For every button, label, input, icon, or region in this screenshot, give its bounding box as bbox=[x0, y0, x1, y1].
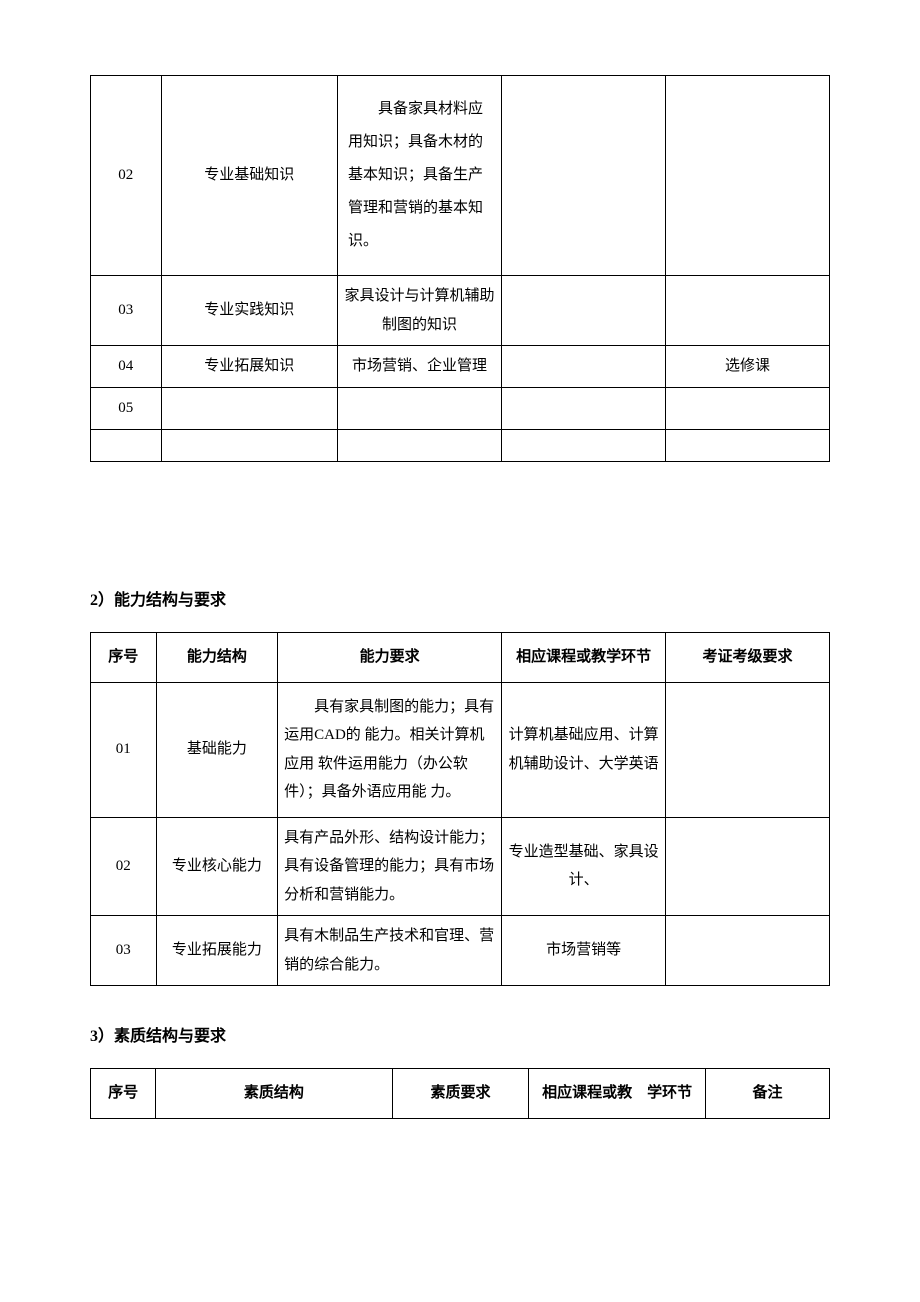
cell-num: 03 bbox=[91, 916, 157, 986]
cell-course bbox=[502, 388, 666, 430]
cell-note bbox=[665, 388, 829, 430]
table-header-row: 序号 能力结构 能力要求 相应课程或教学环节 考证考级要求 bbox=[91, 632, 830, 682]
cell-requirement: 具有产品外形、结构设计能力；具有设备管理的能力；具有市场分析和营销能力。 bbox=[278, 817, 502, 916]
cell-requirement: 具有木制品生产技术和官理、营销的综合能力。 bbox=[278, 916, 502, 986]
table-header-row: 序号 素质结构 素质要求 相应课程或教 学环节 备注 bbox=[91, 1069, 830, 1119]
header-note: 备注 bbox=[705, 1069, 829, 1119]
cell-empty bbox=[502, 429, 666, 461]
cell-desc-text: 具备家具材料应用知识；具备木材的基本知识；具备生产管理和营销的基本知识。 bbox=[348, 93, 491, 258]
quality-structure-table: 序号 素质结构 素质要求 相应课程或教 学环节 备注 bbox=[90, 1068, 830, 1119]
cell-course bbox=[502, 276, 666, 346]
header-structure: 能力结构 bbox=[156, 632, 278, 682]
table-row: 05 bbox=[91, 388, 830, 430]
table-row bbox=[91, 429, 830, 461]
header-course: 相应课程或教 学环节 bbox=[529, 1069, 706, 1119]
cell-note bbox=[665, 276, 829, 346]
header-requirement: 能力要求 bbox=[278, 632, 502, 682]
header-num: 序号 bbox=[91, 1069, 156, 1119]
cell-structure: 专业实践知识 bbox=[161, 276, 337, 346]
cell-num: 02 bbox=[91, 817, 157, 916]
cell-cert bbox=[666, 916, 830, 986]
knowledge-structure-table: 02 专业基础知识 具备家具材料应用知识；具备木材的基本知识；具备生产管理和营销… bbox=[90, 75, 830, 462]
table-row: 01 基础能力 具有家具制图的能力；具有运用CAD的 能力。相关计算机应用 软件… bbox=[91, 682, 830, 817]
header-course: 相应课程或教学环节 bbox=[502, 632, 666, 682]
header-cert: 考证考级要求 bbox=[666, 632, 830, 682]
cell-structure: 基础能力 bbox=[156, 682, 278, 817]
cell-desc bbox=[338, 388, 502, 430]
ability-structure-table: 序号 能力结构 能力要求 相应课程或教学环节 考证考级要求 01 基础能力 具有… bbox=[90, 632, 830, 987]
section-heading-ability: 2）能力结构与要求 bbox=[90, 586, 830, 610]
cell-empty bbox=[91, 429, 162, 461]
header-num: 序号 bbox=[91, 632, 157, 682]
cell-num: 02 bbox=[91, 76, 162, 276]
cell-structure: 专业拓展能力 bbox=[156, 916, 278, 986]
cell-structure: 专业核心能力 bbox=[156, 817, 278, 916]
cell-empty bbox=[665, 429, 829, 461]
section-heading-quality: 3）素质结构与要求 bbox=[90, 1022, 830, 1046]
header-structure: 素质结构 bbox=[156, 1069, 393, 1119]
cell-cert bbox=[666, 682, 830, 817]
cell-note: 选修课 bbox=[665, 346, 829, 388]
cell-course: 市场营销等 bbox=[502, 916, 666, 986]
cell-desc: 家具设计与计算机辅助制图的知识 bbox=[338, 276, 502, 346]
cell-requirement: 具有家具制图的能力；具有运用CAD的 能力。相关计算机应用 软件运用能力（办公软… bbox=[278, 682, 502, 817]
cell-num: 05 bbox=[91, 388, 162, 430]
cell-num: 03 bbox=[91, 276, 162, 346]
cell-structure: 专业基础知识 bbox=[161, 76, 337, 276]
cell-course bbox=[502, 346, 666, 388]
cell-course: 计算机基础应用、计算机辅助设计、大学英语 bbox=[502, 682, 666, 817]
cell-empty bbox=[338, 429, 502, 461]
cell-note bbox=[665, 76, 829, 276]
header-requirement: 素质要求 bbox=[392, 1069, 529, 1119]
cell-structure bbox=[161, 388, 337, 430]
cell-cert bbox=[666, 817, 830, 916]
cell-course bbox=[502, 76, 666, 276]
table-row: 03 专业拓展能力 具有木制品生产技术和官理、营销的综合能力。 市场营销等 bbox=[91, 916, 830, 986]
cell-structure: 专业拓展知识 bbox=[161, 346, 337, 388]
table-row: 04 专业拓展知识 市场营销、企业管理 选修课 bbox=[91, 346, 830, 388]
cell-desc: 具备家具材料应用知识；具备木材的基本知识；具备生产管理和营销的基本知识。 bbox=[338, 76, 502, 276]
cell-num: 04 bbox=[91, 346, 162, 388]
table-row: 03 专业实践知识 家具设计与计算机辅助制图的知识 bbox=[91, 276, 830, 346]
table-row: 02 专业基础知识 具备家具材料应用知识；具备木材的基本知识；具备生产管理和营销… bbox=[91, 76, 830, 276]
cell-course: 专业造型基础、家具设计、 bbox=[502, 817, 666, 916]
table-row: 02 专业核心能力 具有产品外形、结构设计能力；具有设备管理的能力；具有市场分析… bbox=[91, 817, 830, 916]
cell-desc: 市场营销、企业管理 bbox=[338, 346, 502, 388]
spacer bbox=[90, 462, 830, 550]
cell-num: 01 bbox=[91, 682, 157, 817]
cell-empty bbox=[161, 429, 337, 461]
